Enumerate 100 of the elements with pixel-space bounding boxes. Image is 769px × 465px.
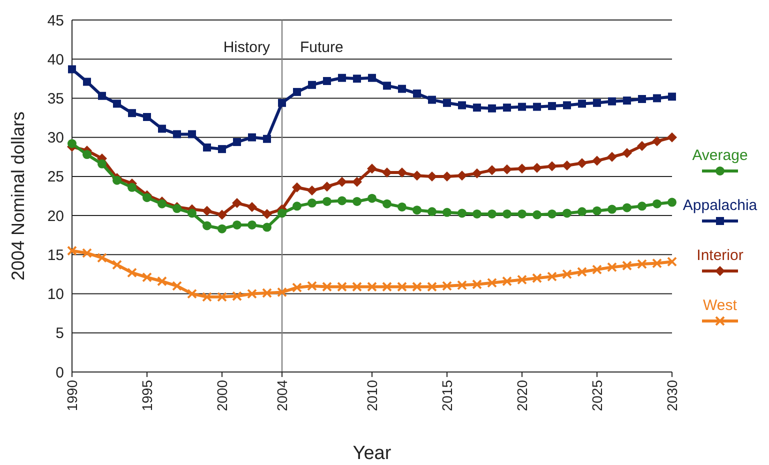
point (458, 101, 466, 110)
point (577, 266, 587, 277)
point (427, 282, 437, 292)
point (188, 130, 196, 138)
point (428, 207, 436, 216)
point (248, 220, 256, 230)
point (248, 133, 256, 142)
y-tick-label: 5 (56, 325, 64, 342)
annotation: Future (300, 39, 344, 56)
point (412, 170, 422, 181)
point (158, 124, 166, 133)
y-tick-label: 35 (47, 90, 64, 108)
text: Appalachia (682, 197, 758, 214)
text: Interior (696, 247, 744, 264)
point (443, 98, 451, 107)
point (473, 104, 481, 112)
point (533, 102, 541, 111)
point (232, 291, 242, 302)
point (532, 162, 542, 173)
point (352, 282, 362, 292)
point (127, 268, 137, 278)
point (383, 82, 391, 90)
point (607, 152, 617, 162)
point (608, 97, 616, 106)
point (278, 208, 286, 218)
point (577, 158, 587, 168)
point (292, 182, 302, 192)
point (397, 168, 407, 178)
point (337, 176, 347, 187)
x-tick-label: 2000 (214, 380, 230, 412)
point (488, 209, 496, 218)
x-tick-label: 2030 (664, 380, 680, 412)
point (352, 176, 362, 187)
point (652, 258, 662, 268)
point (322, 282, 332, 292)
point (172, 204, 182, 214)
point (247, 202, 257, 212)
point (262, 288, 272, 298)
text: Average (692, 147, 748, 164)
point (398, 202, 406, 212)
point (293, 88, 301, 96)
point (158, 199, 166, 208)
point (502, 209, 512, 218)
point (668, 198, 676, 207)
point (382, 168, 392, 178)
point (487, 278, 497, 288)
point (638, 95, 646, 104)
y-tick-label: 25 (47, 168, 64, 186)
point (518, 209, 526, 218)
point (142, 193, 152, 202)
point (502, 276, 512, 286)
point (562, 208, 572, 218)
point (667, 256, 677, 267)
point (128, 182, 136, 192)
point (217, 210, 227, 220)
point (83, 78, 91, 86)
point (308, 198, 316, 208)
point (563, 101, 571, 110)
y-tick-label: 40 (47, 51, 64, 68)
point (307, 280, 317, 291)
point (322, 196, 332, 206)
x-tick-label: 2025 (588, 380, 605, 412)
point (442, 208, 452, 217)
point (547, 272, 557, 282)
point (592, 264, 602, 275)
point (98, 92, 106, 100)
point (487, 165, 497, 176)
point (442, 280, 452, 291)
point (113, 100, 121, 108)
point (202, 206, 212, 216)
point (217, 292, 227, 302)
point (112, 260, 122, 270)
point (472, 168, 482, 178)
point (233, 138, 241, 146)
point (398, 84, 406, 93)
point (652, 136, 662, 146)
point (382, 282, 392, 292)
y-tick-label: 30 (47, 130, 64, 147)
point (367, 164, 377, 174)
x-tick-label: 2010 (364, 380, 380, 412)
y-tick-label: 10 (47, 286, 64, 304)
point (592, 156, 602, 166)
point (68, 139, 76, 148)
text: West (703, 297, 738, 314)
point (532, 273, 542, 284)
point (532, 210, 542, 220)
point (457, 280, 467, 290)
x-tick-label: 2015 (438, 380, 455, 412)
x-tick-label: 1995 (138, 380, 155, 412)
y-tick-label: 20 (47, 208, 64, 225)
point (593, 98, 601, 107)
y-tick-label: 45 (47, 12, 64, 30)
point (112, 176, 122, 185)
point (427, 171, 437, 182)
point (547, 161, 557, 172)
point (382, 199, 392, 208)
point (292, 282, 302, 293)
point (337, 282, 347, 292)
point (623, 96, 631, 105)
point (503, 104, 511, 112)
